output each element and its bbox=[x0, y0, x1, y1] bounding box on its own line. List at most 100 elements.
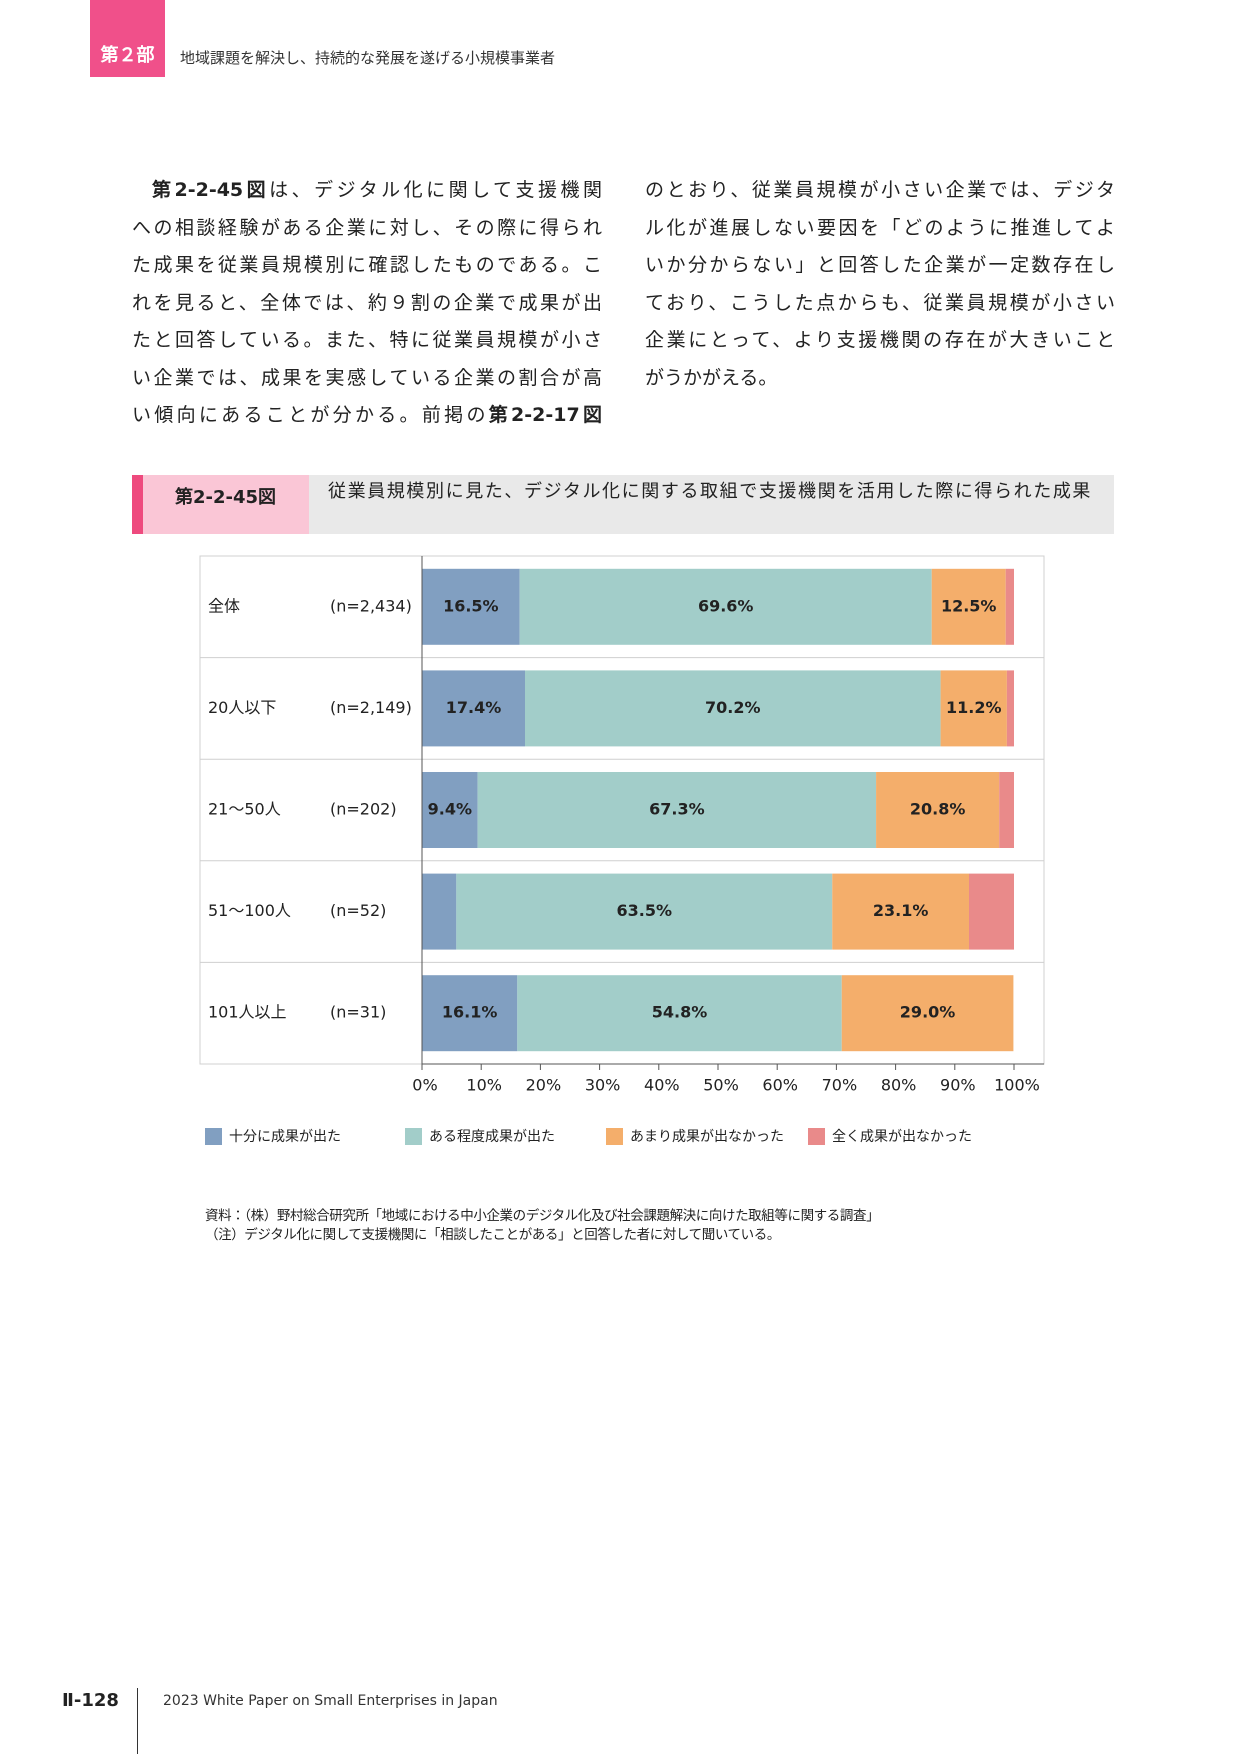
text-line: ており、こうした点からも、従業員規模が小さい bbox=[645, 285, 1115, 323]
text-line: い傾向にあることが分かる。前掲の第2-2-17図 bbox=[132, 397, 602, 435]
figure-accent bbox=[132, 475, 143, 534]
bar-segment bbox=[517, 975, 842, 1052]
text-line: た成果を従業員規模別に確認したものである。こ bbox=[132, 247, 602, 285]
bar-segment bbox=[422, 670, 526, 747]
figure-title: 従業員規模別に見た、デジタル化に関する取組で支援機関を活用した際に得られた成果 bbox=[309, 475, 1114, 534]
text-run: いか分からない」と回答した企業が一定数存在し bbox=[645, 254, 1115, 276]
value-label: 16.1% bbox=[442, 1003, 498, 1022]
value-label: 63.5% bbox=[617, 901, 673, 920]
body-column: のとおり、従業員規模が小さい企業では、デジタ ル化が進展しない要因を「どのように推… bbox=[645, 172, 1115, 397]
x-tick-label: 100% bbox=[994, 1076, 1040, 1095]
x-tick-label: 80% bbox=[881, 1076, 917, 1095]
text-run: は、デジタル化に関して支援機関 bbox=[269, 179, 602, 201]
value-label: 11.2% bbox=[946, 698, 1002, 717]
value-label: 69.6% bbox=[698, 596, 754, 615]
page-number: Ⅱ-128 bbox=[62, 1690, 119, 1711]
bar-segment bbox=[525, 670, 941, 747]
text-run: たと回答している。また、特に従業員規模が小さ bbox=[132, 329, 602, 351]
x-tick-label: 0% bbox=[412, 1076, 437, 1095]
chart: 全体 (n=2,434) 16.5% 69.6% 12.5% 20人以下 (n=2,149)… bbox=[199, 555, 1045, 1145]
bar-segment bbox=[422, 873, 457, 950]
sample-size-label: (n=2,149) bbox=[330, 698, 412, 717]
figure-number: 第2-2-45図 bbox=[143, 475, 309, 534]
bar-segment bbox=[832, 873, 970, 950]
text-line: たと回答している。また、特に従業員規模が小さ bbox=[132, 322, 602, 360]
text-line: がうかがえる。 bbox=[645, 360, 1115, 398]
text-line: い企業では、成果を実感している企業の割合が高 bbox=[132, 360, 602, 398]
category-label: 51～100人 bbox=[208, 901, 291, 920]
value-label: 16.5% bbox=[443, 596, 499, 615]
value-label: 17.4% bbox=[446, 698, 502, 717]
text-run: 企業にとって、より支援機関の存在が大きいこと bbox=[645, 329, 1115, 351]
bar-segment bbox=[456, 873, 833, 950]
text-run: がうかがえる。 bbox=[645, 366, 778, 389]
x-tick-label: 50% bbox=[703, 1076, 739, 1095]
value-label: 23.1% bbox=[873, 901, 929, 920]
bar-segment bbox=[477, 772, 877, 848]
legend-label: 全く成果が出なかった bbox=[832, 1129, 972, 1145]
legend-label: あまり成果が出なかった bbox=[630, 1129, 784, 1145]
body-column: 第2-2-45図は、デジタル化に関して支援機関への相談経験がある企業に対し、その… bbox=[132, 172, 602, 435]
figure-reference: 第2-2-45図 bbox=[152, 179, 270, 201]
text-run: への相談経験がある企業に対し、その際に得られ bbox=[132, 216, 602, 239]
category-label: 21～50人 bbox=[208, 800, 281, 819]
legend-label: 十分に成果が出た bbox=[229, 1129, 341, 1145]
legend-swatch bbox=[405, 1128, 422, 1145]
text-run: い企業では、成果を実感している企業の割合が高 bbox=[132, 366, 602, 389]
text-run: ており、こうした点からも、従業員規模が小さい bbox=[645, 291, 1115, 314]
legend-swatch bbox=[606, 1128, 623, 1145]
source-note: 資料：（株）野村総合研究所「地域における中小企業のデジタル化及び社会課題解決に向… bbox=[205, 1208, 880, 1224]
text-line: のとおり、従業員規模が小さい企業では、デジタ bbox=[645, 172, 1115, 210]
text-run: い傾向にあることが分かる。前掲の bbox=[132, 404, 489, 426]
part-label: 第２部 bbox=[90, 0, 165, 77]
bar-segment bbox=[969, 873, 1014, 950]
text-line: ル化が進展しない要因を「どのように推進してよ bbox=[645, 210, 1115, 248]
x-tick-label: 90% bbox=[940, 1076, 976, 1095]
value-label: 70.2% bbox=[705, 698, 761, 717]
text-run: た成果を従業員規模別に確認したものである。こ bbox=[132, 254, 602, 276]
value-label: 12.5% bbox=[941, 596, 997, 615]
text-run: ル化が進展しない要因を「どのように推進してよ bbox=[645, 216, 1115, 239]
footer-divider bbox=[137, 1688, 138, 1754]
x-tick-label: 70% bbox=[822, 1076, 858, 1095]
bar-segment bbox=[422, 772, 478, 848]
sample-size-label: (n=202) bbox=[330, 800, 397, 819]
footer-title: 2023 White Paper on Small Enterprises in… bbox=[163, 1693, 498, 1709]
legend-swatch bbox=[808, 1128, 825, 1145]
category-label: 全体 bbox=[208, 596, 240, 615]
category-label: 101人以上 bbox=[208, 1003, 287, 1022]
x-tick-label: 20% bbox=[526, 1076, 562, 1095]
note: （注）デジタル化に関して支援機関に「相談したことがある」と回答した者に対して聞い… bbox=[205, 1227, 780, 1243]
sample-size-label: (n=2,434) bbox=[330, 596, 412, 615]
bar-segment bbox=[422, 975, 518, 1052]
text-line: れを見ると、全体では、約９割の企業で成果が出 bbox=[132, 285, 602, 323]
bar-segment bbox=[422, 568, 520, 645]
x-tick-label: 30% bbox=[585, 1076, 621, 1095]
category-label: 20人以下 bbox=[208, 698, 276, 717]
text-line: いか分からない」と回答した企業が一定数存在し bbox=[645, 247, 1115, 285]
x-tick-label: 60% bbox=[762, 1076, 798, 1095]
text-run: のとおり、従業員規模が小さい企業では、デジタ bbox=[645, 179, 1115, 201]
bar-segment bbox=[519, 568, 932, 645]
sample-size-label: (n=52) bbox=[330, 901, 386, 920]
header-title: 地域課題を解決し、持続的な発展を遂げる小規模事業者 bbox=[180, 49, 556, 67]
text-line: への相談経験がある企業に対し、その際に得られ bbox=[132, 210, 602, 248]
bar-segment bbox=[999, 772, 1014, 848]
bar-segment bbox=[876, 772, 1000, 848]
sample-size-label: (n=31) bbox=[330, 1003, 386, 1022]
value-label: 9.4% bbox=[428, 800, 472, 819]
figure-reference: 第2-2-17図 bbox=[488, 404, 602, 426]
x-tick-label: 10% bbox=[466, 1076, 502, 1095]
value-label: 67.3% bbox=[649, 800, 705, 819]
bar-segment bbox=[1005, 568, 1014, 645]
legend-label: ある程度成果が出た bbox=[429, 1129, 555, 1145]
x-tick-label: 40% bbox=[644, 1076, 680, 1095]
legend-swatch bbox=[205, 1128, 222, 1145]
text-line: 第2-2-45図は、デジタル化に関して支援機関 bbox=[132, 172, 602, 210]
bar-segment bbox=[940, 670, 1007, 747]
value-label: 54.8% bbox=[652, 1003, 708, 1022]
bar-segment bbox=[931, 568, 1006, 645]
text-line: 企業にとって、より支援機関の存在が大きいこと bbox=[645, 322, 1115, 360]
text-run: れを見ると、全体では、約９割の企業で成果が出 bbox=[132, 291, 602, 314]
